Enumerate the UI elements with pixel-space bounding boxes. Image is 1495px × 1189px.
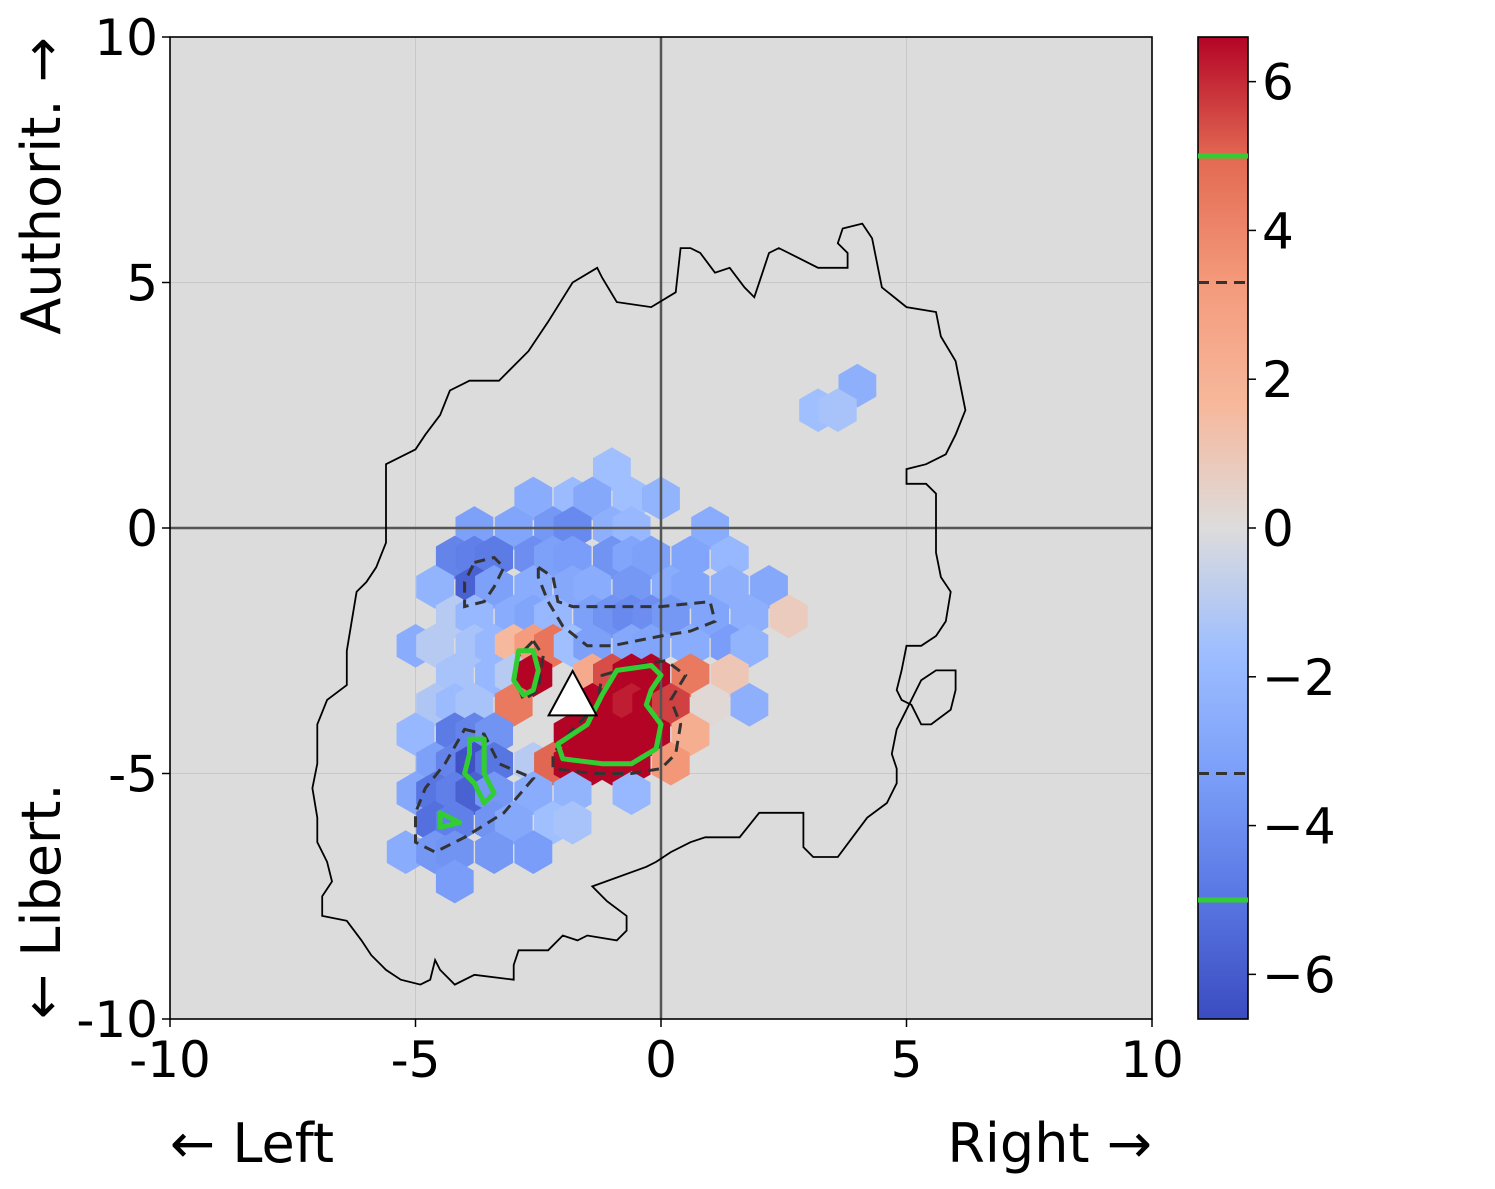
hex-cell xyxy=(514,771,553,815)
y-tick-label: -10 xyxy=(76,991,158,1049)
colorbar-ticks: −6 −4 −2 0 2 4 6 xyxy=(1248,54,1336,1004)
hex-cell xyxy=(730,682,769,727)
dashed-contour xyxy=(463,555,506,609)
hex-cell xyxy=(710,653,749,698)
x-tick-label: 0 xyxy=(645,1031,677,1089)
colorbar-tick-label: 2 xyxy=(1262,351,1294,409)
hex-cell xyxy=(475,830,514,874)
dashed-contour xyxy=(551,659,688,775)
green-contour xyxy=(511,648,541,698)
x-tick-label: -5 xyxy=(391,1031,441,1089)
colorbar-tick-label: −6 xyxy=(1262,946,1336,1004)
hex-cell xyxy=(416,565,455,609)
colorbar-tick-label: −4 xyxy=(1262,798,1336,856)
y-tick-label: 0 xyxy=(126,500,158,558)
hex-cell xyxy=(691,594,730,639)
y-axis-label-top: Authorit. → xyxy=(10,37,73,335)
zero-lines xyxy=(170,37,1152,1019)
x-tick-label: 5 xyxy=(891,1031,923,1089)
dashed-contour xyxy=(414,727,536,854)
x-tick-label: -10 xyxy=(129,1031,211,1089)
green-contour xyxy=(555,663,664,767)
green-contour xyxy=(437,810,463,830)
x-axis-label-right: Right → xyxy=(947,1112,1152,1175)
x-tick-label: 10 xyxy=(1120,1031,1184,1089)
y-axis-label-bottom: ← Libert. xyxy=(10,783,73,1019)
hex-cell xyxy=(612,771,651,815)
hex-cell xyxy=(769,594,808,639)
hex-cell xyxy=(573,476,612,521)
hex-cell xyxy=(818,388,857,433)
hex-cell xyxy=(592,447,631,491)
outline-contour xyxy=(311,222,967,986)
colorbar-tick-label: 4 xyxy=(1262,202,1294,260)
colorbar-level-lines xyxy=(1198,153,1248,903)
triangle-marker xyxy=(546,668,599,717)
axis-ticks: -10 -5 0 5 10 -10 -5 0 5 10 xyxy=(76,9,1183,1089)
hex-cell xyxy=(416,623,455,668)
hex-cell xyxy=(671,565,710,609)
green-contour xyxy=(462,736,497,806)
colorbar-tick-label: −2 xyxy=(1262,649,1336,707)
hex-cell xyxy=(710,565,749,609)
hex-cell xyxy=(553,800,592,845)
hex-cell xyxy=(750,565,788,609)
y-tick-label: -5 xyxy=(108,746,158,804)
hex-cell xyxy=(435,859,474,904)
colorbar-tick-label: 6 xyxy=(1262,54,1294,112)
contours xyxy=(311,222,967,986)
y-tick-label: 5 xyxy=(126,255,158,313)
colorbar: −6 −4 −2 0 2 4 6 xyxy=(1197,36,1336,1020)
hex-cell xyxy=(396,712,435,757)
hex-cell xyxy=(730,623,769,668)
hex-cell xyxy=(691,682,730,727)
colorbar-gradient xyxy=(1197,36,1249,1020)
x-axis-label-left: ← Left xyxy=(170,1112,334,1175)
hex-cell xyxy=(514,830,553,874)
y-tick-label: 10 xyxy=(94,9,158,67)
colorbar-tick-label: 0 xyxy=(1262,500,1294,558)
hex-cell xyxy=(514,476,553,521)
